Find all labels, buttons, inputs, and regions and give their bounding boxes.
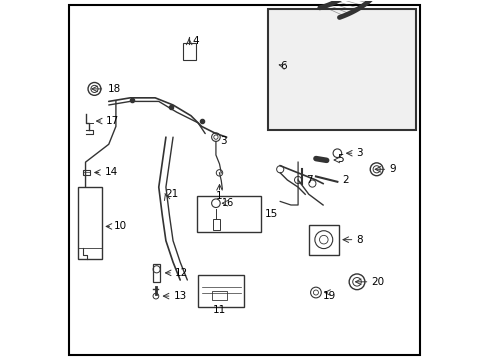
Text: 16: 16: [222, 198, 234, 208]
Text: 3: 3: [355, 148, 362, 158]
Text: 2: 2: [342, 175, 348, 185]
Text: 19: 19: [322, 291, 335, 301]
Bar: [198, 275, 244, 307]
Text: 21: 21: [165, 189, 178, 199]
Text: 14: 14: [104, 167, 118, 177]
Bar: [78, 187, 102, 258]
Text: 1: 1: [216, 191, 223, 201]
Text: 8: 8: [355, 235, 362, 245]
Text: 12: 12: [175, 268, 188, 278]
Bar: [308, 225, 339, 255]
Text: 6: 6: [280, 61, 286, 71]
Bar: [153, 264, 160, 282]
Bar: [267, 9, 415, 130]
Text: 18: 18: [108, 84, 121, 94]
Bar: [212, 291, 226, 300]
Bar: [83, 170, 90, 175]
Text: 5: 5: [337, 154, 343, 164]
Text: 4: 4: [192, 36, 199, 46]
Text: 15: 15: [264, 209, 277, 219]
Bar: [197, 196, 260, 232]
Text: 3: 3: [220, 136, 226, 147]
Text: 13: 13: [173, 291, 186, 301]
Text: 17: 17: [106, 116, 119, 126]
Text: 7: 7: [305, 175, 312, 185]
Bar: [213, 219, 220, 230]
Text: 11: 11: [212, 305, 225, 315]
Text: 20: 20: [370, 277, 384, 287]
Text: 9: 9: [388, 164, 395, 174]
Text: 10: 10: [114, 221, 127, 231]
